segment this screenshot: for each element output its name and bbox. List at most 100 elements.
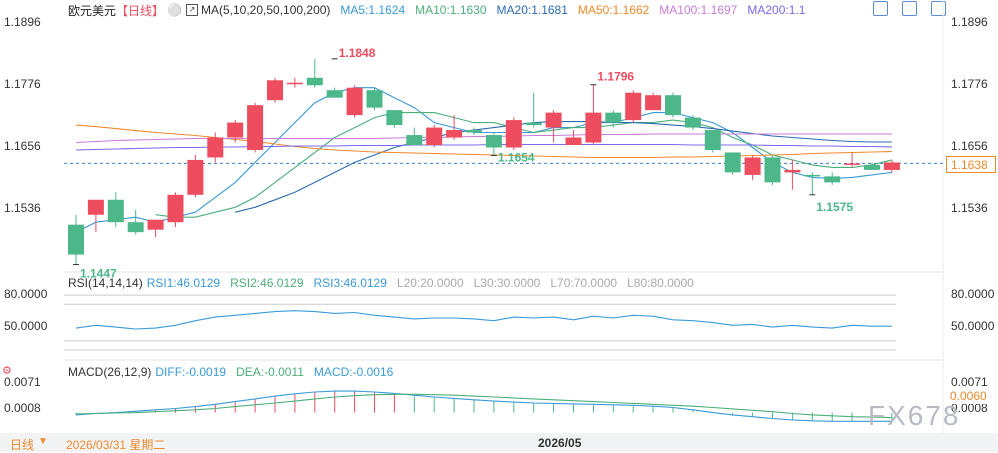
rsi-axis-right-80: 80.0000 bbox=[951, 287, 995, 301]
restore-icon[interactable] bbox=[902, 1, 917, 16]
candle-body bbox=[406, 135, 423, 145]
ma-line-ma20 bbox=[235, 121, 892, 213]
rsi-axis-left-50: 50.0000 bbox=[4, 319, 48, 333]
footer-dropdown-icon[interactable]: ▼ bbox=[38, 436, 48, 447]
footer-period[interactable]: 日线 bbox=[10, 438, 35, 452]
macd-settings-icon[interactable]: ⚙ bbox=[2, 365, 12, 377]
candle-body bbox=[864, 164, 880, 170]
dea-value: DEA:-0.0011 bbox=[236, 365, 304, 379]
ma10-value: MA10:1.1630 bbox=[415, 3, 487, 17]
close-icon[interactable] bbox=[931, 1, 946, 16]
candle-body bbox=[286, 82, 303, 85]
l70-value: L70:70.0000 bbox=[550, 276, 618, 290]
candle-body bbox=[844, 163, 861, 165]
candle-body bbox=[665, 95, 681, 116]
candle-body bbox=[505, 120, 522, 148]
annotation-low: 1.1575 bbox=[816, 200, 853, 214]
chart-toolbar bbox=[873, 1, 946, 16]
price-label-left-3: 1.1656 bbox=[4, 139, 41, 153]
candle-body bbox=[326, 90, 343, 98]
candle-body bbox=[227, 122, 244, 138]
macd-header: MACD(26,12,9) DIFF:-0.0019 DEA:-0.0011 M… bbox=[68, 363, 403, 381]
price-label-right-4: 1.1536 bbox=[951, 201, 988, 215]
expand-icon[interactable] bbox=[873, 1, 888, 16]
current-price-box: 1.1638 bbox=[946, 156, 996, 173]
candle-body bbox=[645, 95, 662, 111]
macd-diff-line bbox=[75, 390, 892, 422]
footer-bar: 日线 ▼ 2026/03/31 星期二 2026/05 bbox=[0, 433, 998, 452]
candle-body bbox=[87, 199, 104, 215]
macd-axis-right-1: 0.0071 bbox=[951, 375, 988, 389]
ma5-value: MA5:1.1624 bbox=[340, 3, 406, 17]
candle-body bbox=[466, 130, 482, 133]
l20-value: L20:20.0000 bbox=[396, 276, 464, 290]
price-label-left-2: 1.1776 bbox=[4, 77, 41, 91]
candle-body bbox=[684, 117, 701, 128]
candle-body bbox=[127, 222, 144, 233]
chart-header: 欧元美元 【日线】 ⚪ ↗ MA(5,10,20,50,100,200) MA5… bbox=[68, 1, 815, 19]
candle-body bbox=[804, 174, 821, 177]
candle-body bbox=[605, 112, 622, 123]
annotation-high: 1.1848 bbox=[339, 46, 376, 60]
candle-body bbox=[68, 224, 84, 255]
watermark: FX678 bbox=[868, 400, 961, 431]
ma-line-ma200 bbox=[75, 143, 892, 151]
candle-body bbox=[207, 137, 224, 158]
ma-line-ma50 bbox=[75, 124, 892, 159]
period-selector[interactable]: 【日线】 bbox=[116, 3, 165, 18]
settings-icon[interactable]: ⚪ bbox=[167, 3, 182, 17]
ma100-value: MA100:1.1697 bbox=[659, 3, 738, 17]
macd-current-box: 0.0060 bbox=[946, 389, 998, 404]
macd-dea-line bbox=[75, 393, 892, 419]
diff-value: DIFF:-0.0019 bbox=[155, 365, 227, 379]
price-label-right-3: 1.1656 bbox=[951, 139, 988, 153]
ma-indicator-label: MA(5,10,20,50,100,200) bbox=[200, 3, 331, 17]
ma20-value: MA20:1.1681 bbox=[496, 3, 568, 17]
candle-body bbox=[525, 122, 542, 126]
ma50-value: MA50:1.1662 bbox=[577, 3, 650, 17]
candle-body bbox=[744, 157, 761, 175]
price-label-left-1: 1.1896 bbox=[4, 15, 41, 29]
l30-value: L30:30.0000 bbox=[473, 276, 541, 290]
rsi-header: RSI(14,14,14) RSI1:46.0129 RSI2:46.0129 … bbox=[68, 274, 704, 292]
candle-body bbox=[446, 130, 463, 138]
rsi2-value: RSI2:46.0129 bbox=[230, 276, 304, 290]
symbol-title: 欧元美元 bbox=[68, 3, 117, 18]
price-label-left-4: 1.1536 bbox=[4, 201, 41, 215]
candle-body bbox=[545, 112, 562, 128]
candle-body bbox=[704, 130, 721, 150]
candle-body bbox=[107, 199, 124, 223]
annotation-high2: 1.1796 bbox=[597, 70, 634, 84]
rsi3-value: RSI3:46.0129 bbox=[313, 276, 387, 290]
macd-value: MACD:-0.0016 bbox=[313, 365, 394, 379]
candle-body bbox=[764, 157, 781, 183]
macd-axis-left-2: 0.0008 bbox=[4, 401, 41, 415]
candle-body bbox=[485, 135, 502, 148]
macd-axis-left-1: 0.0071 bbox=[4, 375, 41, 389]
rsi-axis-right-50: 50.0000 bbox=[951, 319, 995, 333]
candle-body bbox=[426, 127, 443, 145]
ma-line-ma10 bbox=[155, 112, 893, 218]
footer-date: 2026/03/31 星期二 bbox=[66, 438, 166, 452]
ma200-value: MA200:1.1 bbox=[747, 3, 806, 17]
candle-body bbox=[724, 152, 741, 173]
rsi-axis-left-80: 80.0000 bbox=[4, 287, 48, 301]
candle-body bbox=[306, 77, 323, 86]
candle-body bbox=[784, 169, 801, 173]
candle-body bbox=[883, 162, 900, 170]
candle-body bbox=[625, 92, 642, 121]
candle-body bbox=[565, 137, 582, 145]
footer-month: 2026/05 bbox=[538, 436, 582, 450]
price-label-right-1: 1.1896 bbox=[951, 15, 988, 29]
ma-indicator-icon[interactable]: ↗ bbox=[185, 4, 198, 16]
annotation-mid: 1.1654 bbox=[498, 150, 535, 164]
macd-axis-right-2: 0.0008 bbox=[951, 401, 988, 415]
candle-body bbox=[386, 110, 403, 126]
rsi-title: RSI(14,14,14) bbox=[68, 276, 143, 290]
macd-title: MACD(26,12,9) bbox=[68, 365, 152, 379]
candle-body bbox=[167, 194, 184, 223]
candle-body bbox=[366, 90, 383, 108]
candle-body bbox=[346, 87, 363, 116]
annotation-low0: 1.1447 bbox=[80, 267, 117, 281]
